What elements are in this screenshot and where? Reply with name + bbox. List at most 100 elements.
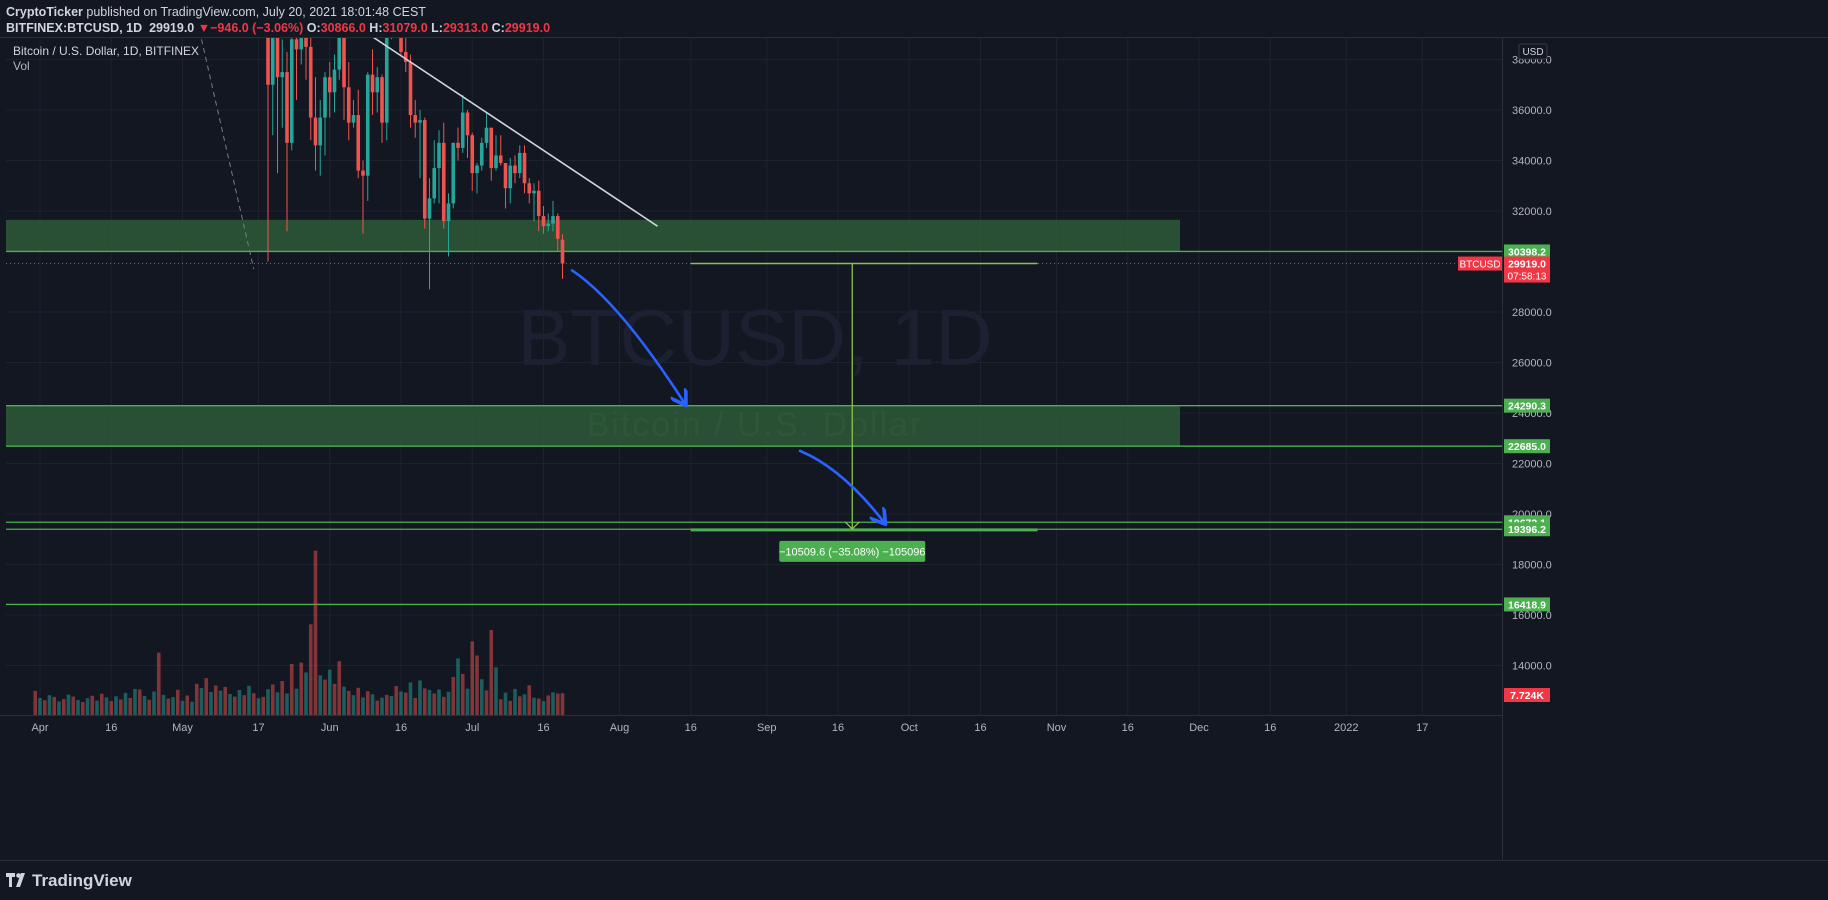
volume-bar bbox=[275, 692, 280, 715]
candle-body bbox=[522, 152, 527, 184]
candle-body bbox=[546, 223, 551, 227]
candle-body bbox=[394, 0, 398, 4]
price-change: −946.0 (−3.06%) bbox=[210, 21, 304, 35]
candle-body bbox=[503, 163, 508, 189]
volume-bar bbox=[71, 696, 76, 715]
candle-body bbox=[332, 69, 337, 93]
volume-bar bbox=[270, 684, 275, 715]
volume-bar bbox=[370, 694, 375, 715]
candle-body bbox=[304, 38, 308, 47]
close-key: C: bbox=[491, 21, 505, 35]
volume-bar bbox=[52, 696, 57, 715]
low-value: 29313.0 bbox=[442, 21, 489, 35]
candle-body bbox=[484, 127, 489, 143]
candle-body bbox=[441, 142, 446, 222]
volume-bar bbox=[394, 686, 399, 715]
volume-bar bbox=[494, 667, 498, 715]
volume-bar bbox=[90, 695, 95, 715]
x-tick-label: 16 bbox=[537, 722, 549, 734]
current-price-tag bbox=[1504, 256, 1550, 283]
candle-body bbox=[365, 74, 370, 176]
volume-bar bbox=[479, 679, 484, 715]
y-tick-label: 26000.0 bbox=[1512, 358, 1552, 370]
candle-body bbox=[327, 77, 332, 93]
candle-body bbox=[437, 142, 441, 169]
down-triangle-icon: ▼ bbox=[197, 21, 211, 35]
candle-body bbox=[285, 72, 289, 143]
publish-info: published on TradingView.com, July 20, 2… bbox=[86, 5, 426, 19]
y-tick-label: 16000.0 bbox=[1512, 610, 1552, 622]
volume-bar bbox=[66, 694, 71, 715]
volume-bar bbox=[456, 658, 460, 715]
volume-bar bbox=[484, 690, 489, 715]
y-tick-label: 36000.0 bbox=[1512, 105, 1552, 117]
candle-body bbox=[432, 168, 437, 199]
volume-bar bbox=[536, 698, 541, 715]
volume-bar bbox=[118, 699, 123, 715]
last-price: 29919.0 bbox=[149, 21, 195, 35]
volume-bar bbox=[304, 672, 308, 715]
volume-bar bbox=[437, 689, 441, 715]
volume-bar bbox=[475, 655, 479, 715]
candle-body bbox=[299, 38, 304, 50]
candle-body bbox=[337, 38, 342, 70]
author-name[interactable]: CryptoTicker bbox=[6, 5, 83, 19]
support-zone bbox=[6, 405, 1180, 447]
candle-body bbox=[361, 170, 365, 176]
volume-bar bbox=[508, 700, 513, 715]
x-tick-label: Nov bbox=[1047, 722, 1067, 734]
volume-bar bbox=[555, 693, 560, 715]
volume-bar bbox=[356, 687, 361, 715]
volume-bar bbox=[551, 692, 555, 715]
volume-bar bbox=[42, 700, 47, 715]
candle-body bbox=[308, 46, 313, 118]
candle-body bbox=[418, 120, 422, 123]
volume-bar bbox=[460, 673, 465, 715]
volume-bar bbox=[532, 697, 536, 715]
x-tick-label: 2022 bbox=[1334, 722, 1358, 734]
volume-bar bbox=[175, 689, 180, 715]
candle-body bbox=[456, 142, 460, 148]
symbol-tag bbox=[1458, 256, 1502, 271]
candle-body bbox=[375, 77, 380, 93]
volume-bar bbox=[266, 689, 270, 715]
measure-label: −10509.6 (−35.08%) −105096 bbox=[779, 546, 926, 558]
dashed-line bbox=[201, 39, 255, 270]
measure-arrow-icon bbox=[844, 521, 860, 530]
measure-label-box bbox=[779, 540, 926, 562]
x-tick-label: Sep bbox=[757, 722, 777, 734]
symbol-label[interactable]: BITFINEX:BTCUSD, 1D bbox=[6, 21, 143, 35]
volume-bar bbox=[418, 680, 422, 715]
volume-bar bbox=[33, 690, 38, 715]
candle-body bbox=[266, 38, 270, 85]
volume-bar bbox=[247, 685, 251, 715]
volume-bar bbox=[441, 696, 446, 715]
tradingview-logo[interactable]: TradingView bbox=[6, 871, 132, 891]
volume-bar bbox=[361, 697, 365, 715]
volume-bar bbox=[228, 694, 232, 715]
price-chart[interactable]: BTCUSD, 1DBitcoin / U.S. Dollar−10509.6 … bbox=[0, 0, 1828, 860]
volume-bar bbox=[204, 678, 209, 715]
level-price-label: 19396.2 bbox=[1508, 524, 1546, 536]
volume-bar bbox=[161, 694, 166, 715]
candle-body bbox=[399, 38, 403, 52]
volume-bar bbox=[180, 700, 185, 715]
volume-bar bbox=[470, 641, 475, 715]
candle-body bbox=[270, 38, 275, 85]
x-tick-label: 16 bbox=[1264, 722, 1276, 734]
volume-bar bbox=[465, 688, 470, 715]
x-tick-label: Apr bbox=[31, 722, 48, 734]
x-tick-label: Dec bbox=[1189, 722, 1209, 734]
candle-body bbox=[508, 165, 513, 189]
candle-body bbox=[318, 117, 323, 146]
volume-bar bbox=[242, 695, 247, 715]
volume-bar bbox=[47, 695, 52, 715]
x-tick-label: 16 bbox=[832, 722, 844, 734]
volume-bar bbox=[375, 700, 380, 715]
x-tick-label: 16 bbox=[685, 722, 697, 734]
candle-body bbox=[342, 38, 346, 88]
candle-body bbox=[380, 77, 384, 123]
candle-body bbox=[408, 62, 413, 116]
volume-bar bbox=[285, 693, 289, 715]
volume-legend: Vol bbox=[13, 59, 30, 73]
